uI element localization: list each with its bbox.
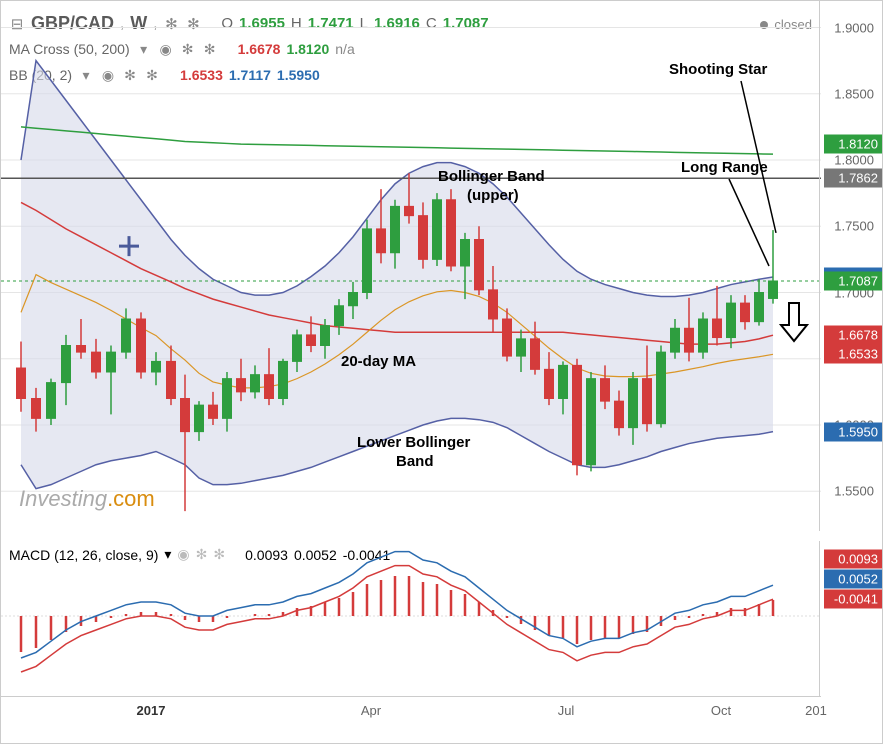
chart-annotation: Lower Bollinger	[357, 434, 470, 451]
yaxis-tick: 1.8500	[834, 86, 874, 101]
watermark-brand: Investing	[19, 486, 107, 511]
chart-annotation: 20-day MA	[341, 353, 416, 370]
chart-annotation: Shooting Star	[669, 61, 767, 78]
yaxis-price-tag: 1.6678	[824, 326, 882, 345]
yaxis-price-tag: 1.7087	[824, 271, 882, 290]
price-axis[interactable]: 1.55001.60001.65001.70001.75001.80001.85…	[819, 1, 882, 531]
xaxis-label: Oct	[711, 703, 731, 718]
watermark: Investing.com	[19, 486, 155, 512]
xaxis-label: Jul	[558, 703, 575, 718]
xaxis-label: Apr	[361, 703, 381, 718]
time-axis[interactable]: 2017AprJulOct201	[1, 696, 821, 744]
price-chart[interactable]	[1, 1, 821, 531]
chart-annotation: Long Range	[681, 159, 768, 176]
yaxis-tick: 1.7500	[834, 219, 874, 234]
xaxis-label: 201	[805, 703, 827, 718]
yaxis-price-tag: 1.7862	[824, 169, 882, 188]
yaxis-price-tag: 1.5950	[824, 422, 882, 441]
macd-axis-tag: 0.0093	[824, 550, 882, 569]
macd-chart[interactable]	[1, 541, 821, 696]
yaxis-price-tag: 1.6533	[824, 345, 882, 364]
watermark-suffix: .com	[107, 486, 155, 511]
xaxis-label: 2017	[137, 703, 166, 718]
yaxis-tick: 1.5500	[834, 484, 874, 499]
yaxis-price-tag: 1.8120	[824, 135, 882, 154]
yaxis-tick: 1.9000	[834, 20, 874, 35]
chart-annotation: Band	[396, 453, 434, 470]
chart-annotation: (upper)	[467, 187, 519, 204]
chart-annotation: Bollinger Band	[438, 168, 545, 185]
macd-axis-tag: 0.0052	[824, 570, 882, 589]
chart-container: ⊟ GBP/CAD , W , ✻ ✻ O 1.6955 H 1.7471 L …	[0, 0, 883, 744]
macd-axis-tag: -0.0041	[824, 590, 882, 609]
yaxis-tick: 1.8000	[834, 153, 874, 168]
macd-axis[interactable]: 0.00930.0052-0.0041	[819, 541, 882, 696]
